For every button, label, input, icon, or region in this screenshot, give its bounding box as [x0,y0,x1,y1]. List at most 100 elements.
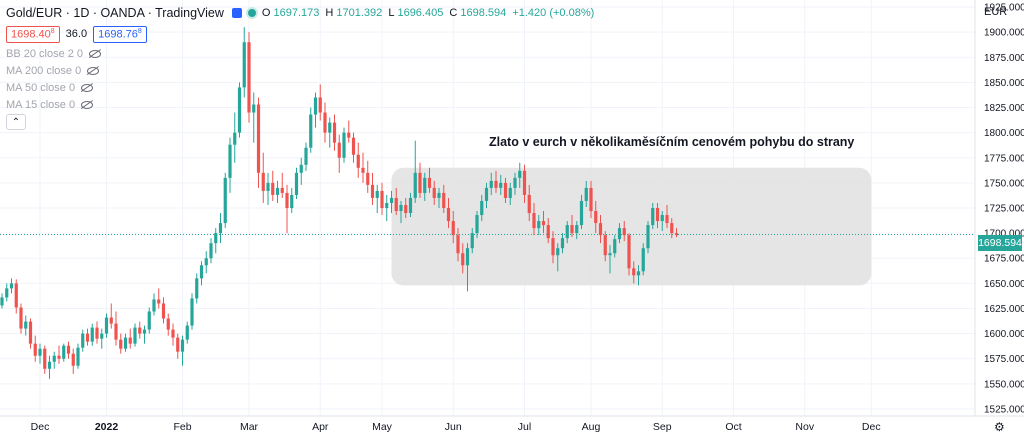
candle [90,323,94,346]
candle [62,343,66,362]
candle [361,152,365,183]
y-tick-label: 1575.000 [984,354,1024,365]
candle-body [461,253,465,266]
candle-body [14,283,18,308]
candle [95,321,99,344]
flag-icon[interactable] [231,8,242,18]
candle [199,261,204,286]
sell-price-button[interactable]: 1698.408 [6,26,60,43]
candle-body [622,228,626,236]
candle-body [413,172,417,198]
indicator-label[interactable]: MA 15 close 0 [6,99,76,111]
candle-body [655,208,660,222]
candle [252,92,256,143]
chart-annotation[interactable]: Zlato v eurch v několikaměsíčním cenovém… [489,135,855,149]
hidden-eye-icon[interactable] [87,67,100,75]
candle [218,213,223,244]
hidden-eye-icon[interactable] [81,101,94,109]
sell-price-sup[interactable]: 8 [50,28,55,35]
indicator-label[interactable]: MA 200 close 0 [6,65,82,77]
candle [560,233,565,254]
candle-body [665,215,669,224]
symbol-title[interactable]: Gold/EUR · 1D · OANDA · TradingView [6,6,224,20]
currency-selector[interactable]: EUR [984,6,1008,18]
candle-body [451,221,455,236]
candle-body [394,197,398,212]
candle-body [66,345,71,354]
candle [394,187,398,216]
candle-body [432,187,436,198]
x-tick-label: Jun [445,421,462,433]
buy-price-sup[interactable]: 8 [137,28,142,35]
time-axis[interactable]: Dec 2022 Feb Mar Apr May Jun Jul Aug Sep Oct Nov Dec [31,421,881,433]
y-tick-label: 1525.000 [984,404,1024,415]
hidden-eye-icon[interactable] [89,50,102,58]
indicator-label[interactable]: MA 50 close 0 [6,82,76,94]
candle [442,184,446,214]
candle [19,303,23,334]
candle [475,211,479,239]
candle-body [589,187,593,212]
candle-body [598,223,603,236]
candle-body [532,213,536,229]
hidden-eye-icon[interactable] [81,84,94,92]
candle [247,32,251,123]
x-tick-label: Aug [582,421,601,433]
y-tick-label: 1650.000 [984,279,1024,290]
candle-body [556,248,560,256]
candle [266,172,270,205]
candle-body [522,170,527,195]
symbol-legend[interactable]: Gold/EUR · 1D · OANDA · TradingView O 169… [6,6,597,20]
candle-body [660,215,664,222]
sell-price[interactable]: 1698.40 [11,28,51,41]
candle [147,307,151,334]
candle [480,194,484,222]
indicator-ma50[interactable]: MA 50 close 0 [6,82,94,94]
candle [356,142,360,178]
candle [484,182,489,208]
y-tick-label: 1725.000 [984,204,1024,215]
candle [613,235,617,258]
candle [138,321,142,339]
candle-body [275,187,280,195]
y-tick-label: 1850.000 [984,78,1024,89]
x-tick-label: 2022 [95,421,119,433]
candle-body [617,228,622,240]
candle [309,107,313,153]
candle-body [313,97,318,115]
candle [446,197,451,229]
x-tick-label: May [372,421,393,433]
candle-body [304,147,308,165]
gear-icon[interactable]: ⚙ [994,420,1005,434]
candle [385,194,389,222]
candle [43,345,47,374]
buy-price-button[interactable]: 1698.768 [93,26,147,43]
x-tick-label: Sep [653,421,672,433]
candle-body [437,192,441,198]
candle-body [223,177,227,224]
indicator-bb[interactable]: BB 20 close 2 0 [6,48,102,60]
chevron-up-icon[interactable]: ⌃ [11,116,21,128]
candle-body [337,142,341,158]
candle [109,303,113,329]
buy-price[interactable]: 1698.76 [98,28,138,41]
candle [546,218,550,244]
candle [603,231,607,262]
candle-body [632,268,636,276]
indicator-label[interactable]: BB 20 close 2 0 [6,48,84,60]
candle [152,293,156,316]
candle-body [560,238,565,249]
collapse-indicators-button[interactable]: ⌃ [6,114,26,130]
indicator-ma200[interactable]: MA 200 close 0 [6,65,100,77]
candle [551,231,555,264]
candle-body [366,172,370,185]
candle [632,261,636,284]
candle [171,323,175,346]
candle-body [309,114,313,148]
candle-body [513,177,517,188]
low-label: L [388,7,395,19]
indicator-ma15[interactable]: MA 15 close 0 [6,99,94,111]
price-axis[interactable]: 1525.000 1550.000 1575.000 1600.000 1625.000… [984,3,1024,416]
candle-body [43,348,47,369]
